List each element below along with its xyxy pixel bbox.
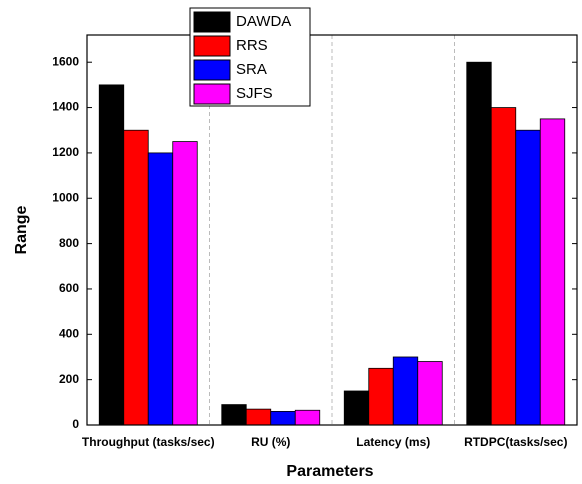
- y-tick-label: 800: [59, 236, 79, 250]
- bar: [294, 409, 321, 426]
- y-tick-label: 0: [72, 417, 79, 431]
- legend-swatch: [193, 35, 231, 57]
- bar: [245, 408, 272, 426]
- y-tick-label: 1200: [52, 145, 79, 159]
- bar: [172, 141, 198, 426]
- x-tick-label: RU (%): [251, 435, 290, 449]
- bar: [417, 361, 443, 426]
- bar: [515, 129, 541, 426]
- bar: [539, 118, 566, 426]
- x-tick-label: Latency (ms): [356, 435, 430, 449]
- y-tick-label: 200: [59, 372, 79, 386]
- bar: [147, 152, 174, 426]
- legend-swatch: [193, 11, 231, 33]
- y-tick-label: 400: [59, 326, 79, 340]
- bar: [466, 61, 492, 426]
- bar: [343, 390, 370, 426]
- legend-label: DAWDA: [236, 13, 291, 30]
- y-tick-label: 600: [59, 281, 79, 295]
- y-tick-label: 1600: [52, 54, 79, 68]
- bar: [490, 107, 517, 426]
- legend-swatch: [193, 59, 231, 81]
- legend-label: RRS: [236, 37, 268, 54]
- x-axis-title: Parameters: [286, 463, 373, 480]
- x-tick-label: RTDPC(tasks/sec): [464, 435, 567, 449]
- y-axis-title: Range: [13, 205, 30, 254]
- bar: [221, 404, 247, 426]
- bar: [98, 84, 125, 426]
- plot-frame: [86, 34, 578, 426]
- x-tick-label: Throughput (tasks/sec): [82, 435, 215, 449]
- legend-swatch: [193, 83, 231, 105]
- bar: [270, 410, 296, 426]
- y-tick-label: 1000: [52, 190, 79, 204]
- bar: [392, 356, 419, 426]
- bar: [123, 129, 149, 426]
- legend-label: SJFS: [236, 85, 273, 102]
- legend-label: SRA: [236, 61, 267, 78]
- bar: [368, 367, 394, 426]
- y-tick-label: 1400: [52, 100, 79, 114]
